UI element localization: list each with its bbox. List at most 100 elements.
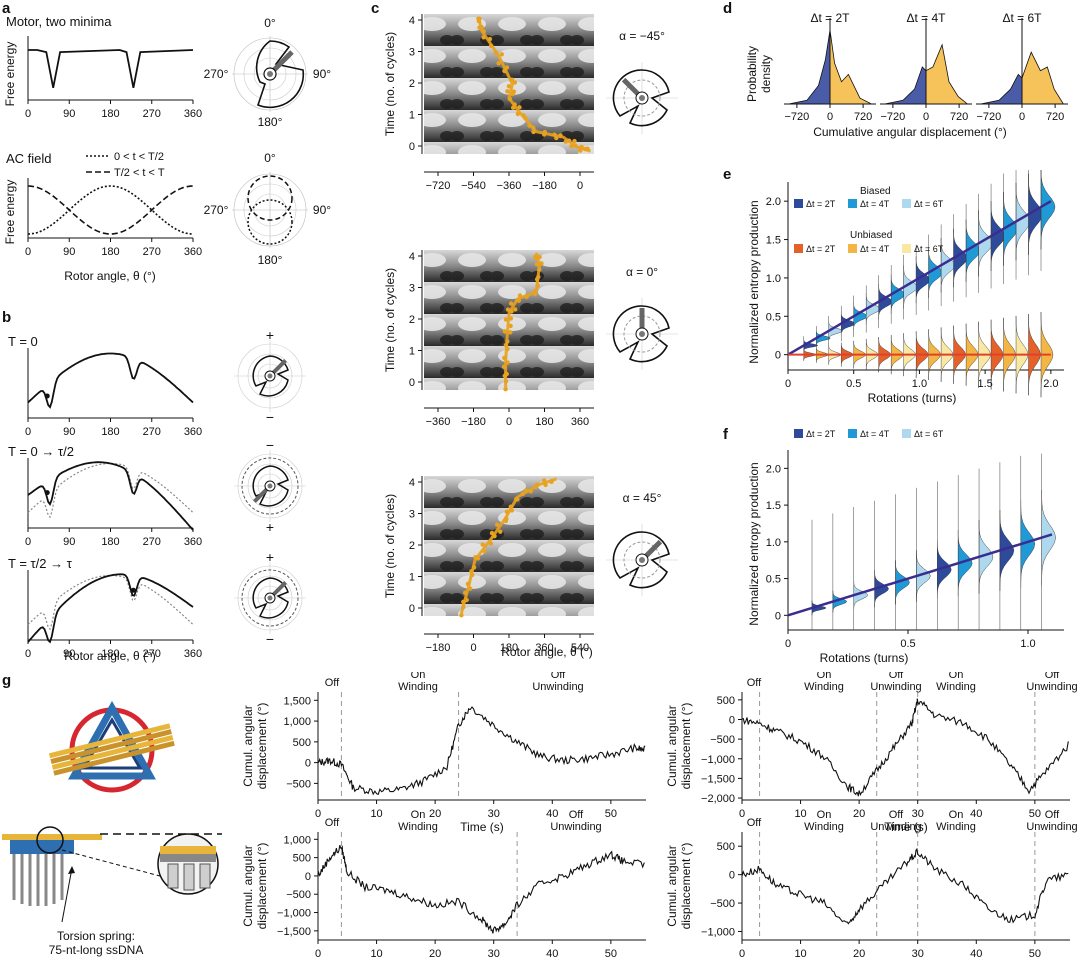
trajectory-point xyxy=(523,488,529,493)
a-bot-tick-label: 0 xyxy=(25,246,31,258)
panel-c-xtick-label: 540 xyxy=(571,642,589,654)
panel-c-xtick-label: 0 xyxy=(577,180,583,192)
panel-d-subplot: Δt = 4T−720 0 720 xyxy=(880,11,972,123)
panel-g-xtick-label: 30 xyxy=(912,948,924,959)
panel-g-segment-mode: Winding xyxy=(804,821,844,833)
panel-g-ytick-label: −500 xyxy=(286,778,311,790)
panel-g-ylabel-2: displacement (°) xyxy=(255,703,269,790)
trajectory-point xyxy=(534,482,540,487)
a-top-tick-label: 180 xyxy=(101,108,119,120)
panel-b: T = 00 90 180 270 360+−T = 0 → τ/20 90 180 270 3… xyxy=(8,327,306,663)
panel-c-xtick-label: 360 xyxy=(571,416,589,428)
panel-g-ytick-label: 1,500 xyxy=(283,695,311,707)
panel-g-segment-mode: Unwinding xyxy=(1026,821,1077,833)
panel-c-xtick-label: −180 xyxy=(426,642,451,654)
density-negative xyxy=(980,73,1023,105)
legend-dashed-label: T/2 < t < T xyxy=(114,167,165,179)
panel-g-trace-plot: 500 0 −500 −1,000 −1,500 −2,000 0 10 20 30 40 50 Tim… xyxy=(665,672,1078,834)
panel-f-xtick-label: 0 xyxy=(785,638,791,650)
panel-c: 0 1 2 3 4 Time (no. of cycles) −720 −540 −360 −18… xyxy=(383,14,678,659)
panel-e-ytick-label: 1.0 xyxy=(766,273,781,285)
panel-g-ytick-label: 0 xyxy=(729,714,735,726)
panel-g-ylabel-1: Cumul. angular xyxy=(241,845,255,926)
panel-letter-g: g xyxy=(2,672,12,689)
legend-swatch-unbiased xyxy=(902,244,911,253)
panel-c-ytick-label: 3 xyxy=(409,47,415,59)
panel-g-xtick-label: 10 xyxy=(794,948,806,959)
legend-label-biased: Δt = 2T xyxy=(806,199,836,209)
panel-e-ylabel: Normalized entropy production xyxy=(747,200,761,363)
panel-b-row-title: T = 0 xyxy=(8,334,38,349)
legend-swatch xyxy=(902,429,911,438)
trajectory-point xyxy=(520,491,525,497)
trajectory-point xyxy=(505,89,510,94)
panel-g-segment-mode: Winding xyxy=(936,681,976,693)
polar-hub-inner xyxy=(267,373,273,379)
panel-b-tick-label: 180 xyxy=(101,536,119,548)
panel-g-segment-state: On xyxy=(817,809,832,821)
a-bot-tick-label: 180 xyxy=(101,246,119,258)
panel-e: Normalized entropy production 0 0 0.5 0.5 1.… xyxy=(747,170,1064,405)
panel-b-curve xyxy=(27,461,194,531)
panel-g-xtick-label: 10 xyxy=(794,808,806,820)
panel-b-tick-label: 360 xyxy=(184,648,202,660)
panel-a-top-title: Motor, two minima xyxy=(6,14,112,29)
trajectory-point xyxy=(509,508,515,513)
panel-b-rotor-dot xyxy=(44,393,50,399)
polar-minus: − xyxy=(266,631,274,647)
panel-c-ytick-label: 4 xyxy=(409,251,415,263)
panel-g-xtick-label: 10 xyxy=(370,948,382,959)
trajectory-point xyxy=(554,135,559,141)
density-positive xyxy=(925,43,969,105)
legend-label-unbiased: Δt = 2T xyxy=(806,244,836,254)
panel-g-xtick-label: 20 xyxy=(429,948,441,959)
panel-b-tick-label: 0 xyxy=(25,536,31,548)
panel-c-xtick-label: −360 xyxy=(426,416,451,428)
polar-dashed-orbit xyxy=(241,457,299,515)
trajectory-point xyxy=(504,516,509,521)
polar-plus: + xyxy=(266,549,274,565)
legend-swatch xyxy=(848,429,857,438)
panel-g-segment-state: Off xyxy=(747,677,762,689)
panel-g-xtick-label: 10 xyxy=(370,808,382,820)
polar-hub-inner xyxy=(267,595,273,601)
panel-c-alpha-label: α = −45° xyxy=(619,29,665,43)
panel-f-ytick-label: 1.5 xyxy=(766,500,781,512)
panel-b-rows: T = 00 90 180 270 360+−T = 0 → τ/20 90 180 270 3… xyxy=(8,327,306,660)
panel-c-map: 0 1 2 3 4 Time (no. of cycles) −720 −540 −360 −18… xyxy=(383,14,678,192)
panel-b-tick-label: 360 xyxy=(184,426,202,438)
trajectory-point xyxy=(509,309,514,314)
trajectory-point xyxy=(541,478,547,483)
polar-a-top-label-top: 0° xyxy=(264,16,276,30)
panel-g-segment-mode: Winding xyxy=(804,681,844,693)
panel-b-rotor-dot xyxy=(130,587,136,593)
panel-g-ytick-label: 0 xyxy=(305,871,311,883)
panel-g-ytick-label: 500 xyxy=(717,695,735,707)
panel-c-ytick-label: 4 xyxy=(409,477,415,489)
panel-a-bottom-ylabel: Free energy xyxy=(3,180,17,245)
panel-b-tick-label: 360 xyxy=(184,536,202,548)
trajectory-point xyxy=(510,91,515,97)
panel-b-polar: +− xyxy=(234,437,306,535)
panel-f: Normalized entropy production 0 0.5 1.0 0 0.… xyxy=(747,429,1064,665)
panel-c-polar xyxy=(606,298,678,370)
panel-c-ytick-label: 4 xyxy=(409,15,415,27)
legend-swatch-unbiased xyxy=(794,244,803,253)
trajectory-point xyxy=(505,307,511,312)
panel-b-tick-label: 180 xyxy=(101,426,119,438)
panel-c-ytick-label: 1 xyxy=(409,346,415,358)
trajectory-point xyxy=(517,293,523,298)
a-bot-tick-label: 90 xyxy=(63,246,75,258)
legend-label-unbiased: Δt = 4T xyxy=(860,244,890,254)
panel-b-xlabel: Rotor angle, θ (°) xyxy=(64,649,156,663)
panel-b-row: T = 0 → τ/20 90 180 270 360+− xyxy=(8,437,306,548)
trajectory-point xyxy=(468,586,473,591)
trajectory-point xyxy=(493,50,498,55)
panel-g-segment-state: On xyxy=(411,809,426,821)
trajectory-point xyxy=(502,68,507,74)
trajectory-point xyxy=(501,364,507,369)
panel-c-ylabel: Time (no. of cycles) xyxy=(383,268,397,372)
panel-f-ytick-label: 0 xyxy=(775,610,781,622)
polar-energy xyxy=(612,531,670,589)
